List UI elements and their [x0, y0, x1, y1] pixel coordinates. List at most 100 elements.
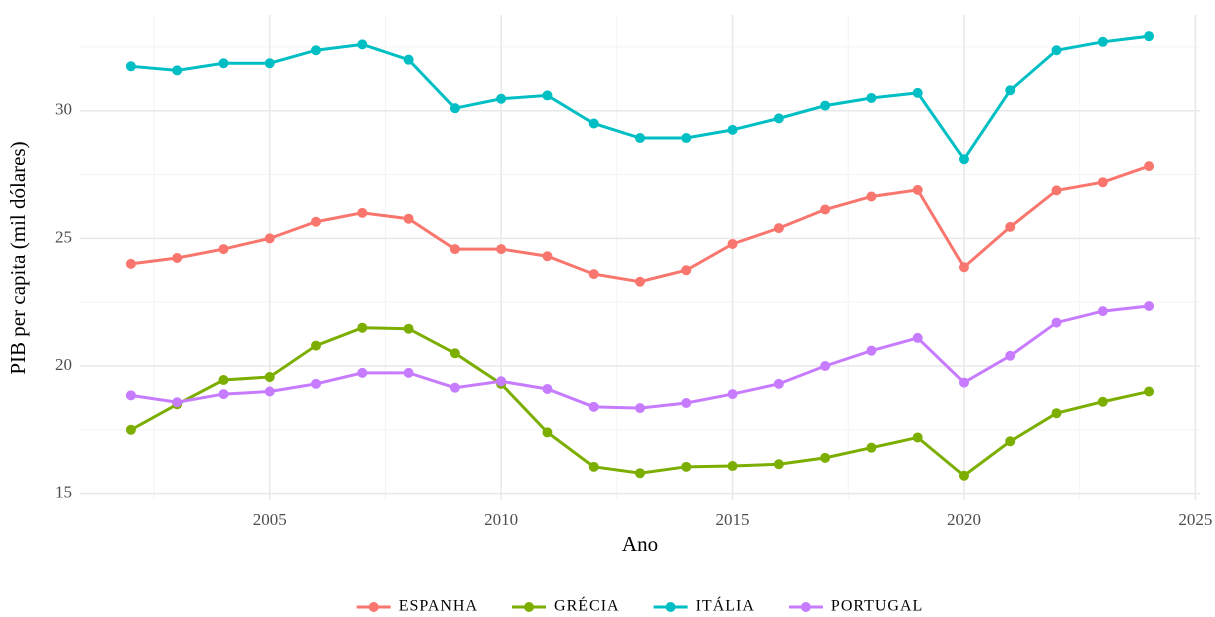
data-point [820, 100, 831, 111]
data-point [1005, 350, 1016, 361]
data-point [1051, 45, 1062, 56]
data-point [449, 244, 460, 255]
data-point [357, 322, 368, 333]
x-tick-label: 2020 [947, 510, 981, 529]
data-point [125, 390, 136, 401]
data-point [958, 377, 969, 388]
data-point [866, 442, 877, 453]
data-point [635, 468, 645, 479]
data-point [820, 204, 831, 215]
data-point [588, 401, 599, 412]
data-point [635, 403, 645, 414]
data-point [264, 371, 275, 382]
data-point [681, 398, 692, 408]
data-point [125, 61, 136, 72]
data-point [681, 461, 692, 472]
series-line [130, 164, 1150, 284]
data-point [218, 375, 229, 386]
data-point [311, 45, 322, 56]
data-point [403, 54, 414, 65]
data-point [449, 382, 460, 393]
data-point [1144, 161, 1155, 172]
data-point [357, 367, 368, 378]
data-point [1097, 177, 1108, 188]
data-point [773, 378, 784, 389]
data-point [496, 376, 507, 387]
data-point [727, 124, 738, 135]
data-point [588, 118, 599, 129]
data-point [1005, 436, 1016, 447]
data-point [449, 348, 460, 359]
x-tick-label: 2015 [716, 510, 750, 529]
legend-label: PORTUGAL [831, 598, 923, 615]
data-point [264, 58, 275, 69]
data-point [218, 389, 229, 400]
data-point [264, 386, 275, 397]
data-point [866, 191, 877, 202]
data-point [1097, 306, 1108, 317]
data-point [912, 432, 923, 443]
legend-key-point [665, 602, 676, 612]
data-point [403, 367, 414, 378]
data-point [357, 39, 368, 50]
data-point [958, 470, 969, 481]
data-point [958, 154, 969, 165]
data-point [588, 461, 599, 472]
data-point [727, 389, 738, 400]
data-point [912, 87, 923, 98]
data-point [588, 269, 599, 280]
x-tick-label: 2010 [484, 510, 518, 529]
data-point [1005, 221, 1016, 232]
data-point [866, 92, 877, 103]
series-line [130, 326, 1150, 478]
data-point [912, 184, 923, 195]
y-tick-label: 20 [55, 355, 72, 374]
data-point [1051, 317, 1062, 328]
legend-key-point [800, 602, 811, 612]
data-point [635, 276, 645, 287]
data-point [1144, 386, 1155, 397]
legend: ESPANHA GRÉCIA ITÁLIA PORTUGAL [356, 596, 923, 615]
data-point [1051, 408, 1062, 419]
legend-label: ITÁLIA [696, 596, 755, 615]
data-point [1097, 36, 1108, 47]
data-point [773, 113, 784, 124]
data-point [403, 213, 414, 224]
data-point [542, 427, 553, 438]
data-point [958, 262, 969, 273]
y-tick-label: 30 [55, 100, 72, 119]
data-point [449, 103, 460, 114]
y-tick-label: 25 [55, 227, 72, 246]
data-point [912, 332, 923, 343]
y-axis-label: PIB per capita (mil dólares) [6, 141, 30, 374]
data-point [1051, 185, 1062, 196]
x-tick-label: 2025 [1178, 510, 1212, 529]
data-point [542, 383, 553, 394]
data-point [820, 360, 831, 371]
data-point [172, 397, 183, 408]
x-axis-label: Ano [622, 532, 658, 556]
x-tick-label: 2005 [253, 510, 287, 529]
data-point [542, 90, 553, 101]
series-line [130, 304, 1150, 410]
legend-key-point [368, 602, 379, 612]
data-point [681, 133, 692, 144]
legend-key-point [524, 602, 535, 612]
data-point [125, 424, 136, 435]
data-point [820, 452, 831, 463]
data-point [403, 323, 414, 334]
data-point [1005, 85, 1016, 96]
data-point [125, 258, 136, 269]
y-tick-label: 15 [55, 483, 72, 502]
legend-label: ESPANHA [399, 598, 478, 615]
data-point [1144, 301, 1155, 311]
data-point [727, 461, 738, 472]
data-point [218, 244, 229, 255]
data-point [773, 223, 784, 234]
data-point [311, 378, 322, 389]
data-point [866, 345, 877, 356]
data-point [496, 244, 507, 255]
data-point [542, 251, 553, 262]
data-point [681, 265, 692, 276]
